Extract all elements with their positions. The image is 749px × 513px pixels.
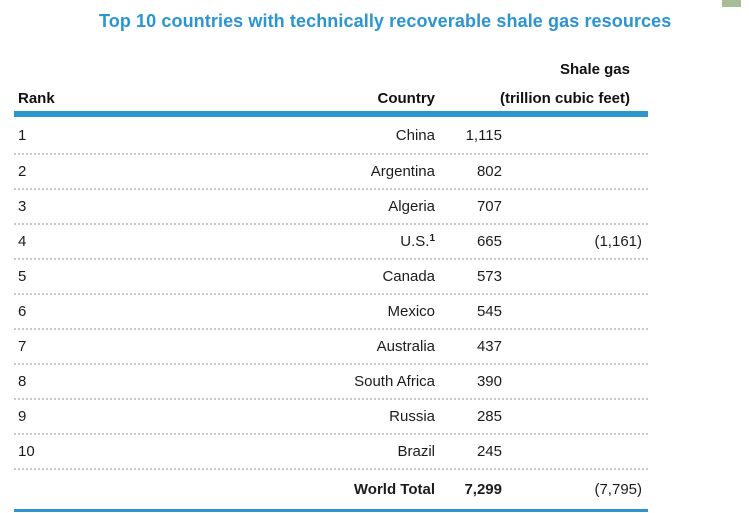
value-cell: 545: [476, 303, 502, 320]
country-cell: Algeria: [388, 198, 435, 215]
world-total-value: 7,299: [464, 481, 502, 498]
world-total-ari: (7,795): [594, 481, 642, 498]
cropped-graphic-fragment: [722, 0, 741, 7]
rank-cell: 9: [18, 408, 27, 425]
country-cell: Argentina: [370, 163, 435, 180]
country-label: U.S.: [400, 233, 430, 250]
table-row: 1 China 1,115: [14, 117, 648, 155]
world-total-label: World Total: [353, 481, 435, 498]
country-cell: Brazil: [397, 443, 435, 460]
header-country: Country: [377, 89, 436, 107]
header-rank: Rank: [18, 89, 55, 107]
rank-cell: 6: [18, 303, 27, 320]
rank-cell: 3: [18, 198, 27, 215]
value-cell: 573: [476, 268, 502, 285]
rank-cell: 10: [18, 443, 35, 460]
table-row: 3 Algeria 707: [14, 190, 648, 225]
page-title: Top 10 countries with technically recove…: [99, 11, 672, 31]
country-cell: U.S.1: [64, 233, 435, 250]
table-row: 5 Canada 573: [14, 260, 648, 295]
rank-cell: 4: [18, 233, 27, 250]
value-cell: 437: [476, 338, 502, 355]
country-cell: China: [395, 126, 435, 144]
value-cell: 390: [476, 373, 502, 390]
shale-gas-table: Shale gas Rank Country (trillion cubic f…: [14, 60, 648, 513]
table-row: 8 South Africa 390: [14, 365, 648, 400]
table-header-row: Rank Country (trillion cubic feet): [14, 88, 648, 108]
footnote-marker: 1: [429, 233, 435, 244]
value-cell: 802: [476, 163, 502, 180]
rank-cell: 5: [18, 268, 27, 285]
header-unit: (trillion cubic feet): [499, 89, 630, 107]
table-row: 6 Mexico 545: [14, 295, 648, 330]
value-cell: 245: [476, 443, 502, 460]
rank-cell: 1: [18, 126, 27, 144]
value-cell: 665: [476, 233, 502, 250]
table-row: 9 Russia 285: [14, 400, 648, 435]
country-cell: Russia: [389, 408, 435, 425]
header-shale-gas: Shale gas: [559, 61, 630, 78]
country-cell: South Africa: [354, 373, 435, 390]
value-cell: 1,115: [465, 126, 502, 144]
table-row: 2 Argentina 802: [14, 155, 648, 190]
country-cell: Canada: [382, 268, 435, 285]
ari-cell: (1,161): [594, 233, 642, 250]
country-cell: Mexico: [387, 303, 435, 320]
table-row: 4 U.S.1 665 (1,161): [14, 225, 648, 260]
header-rule: [14, 111, 648, 117]
footer-rule: [14, 509, 648, 512]
value-cell: 707: [476, 198, 502, 215]
table-row: 10 Brazil 245: [14, 435, 648, 470]
rank-cell: 2: [18, 163, 27, 180]
rank-cell: 8: [18, 373, 27, 390]
country-cell: Australia: [376, 338, 435, 355]
world-total-row: World Total 7,299 (7,795): [14, 470, 648, 509]
table-row: 7 Australia 437: [14, 330, 648, 365]
value-cell: 285: [476, 408, 502, 425]
rank-cell: 7: [18, 338, 27, 355]
